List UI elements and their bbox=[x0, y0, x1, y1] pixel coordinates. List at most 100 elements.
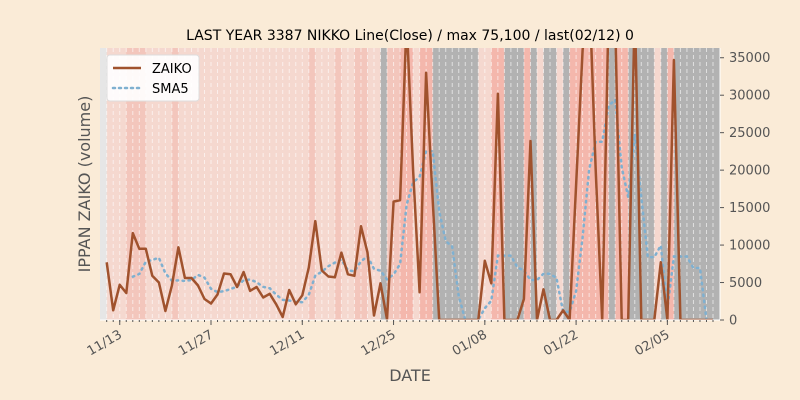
day-band bbox=[269, 48, 277, 320]
y-tick-label: 0 bbox=[729, 314, 737, 329]
day-band bbox=[152, 48, 160, 320]
day-band bbox=[354, 48, 362, 320]
day-band bbox=[686, 48, 694, 320]
day-band bbox=[680, 48, 688, 320]
day-band bbox=[184, 48, 192, 320]
x-tick-label: 11/27 bbox=[176, 327, 216, 359]
day-band bbox=[530, 48, 538, 320]
chart-title: LAST YEAR 3387 NIKKO Line(Close) / max 7… bbox=[186, 28, 634, 44]
day-band bbox=[517, 48, 525, 320]
day-band bbox=[119, 48, 127, 320]
day-band bbox=[510, 48, 518, 320]
day-band bbox=[536, 48, 544, 320]
day-band bbox=[165, 48, 173, 320]
day-band bbox=[315, 48, 323, 320]
y-tick-label: 35000 bbox=[729, 51, 770, 66]
x-tick-label: 02/05 bbox=[632, 327, 672, 359]
day-band bbox=[197, 48, 205, 320]
day-band bbox=[706, 48, 714, 320]
day-band bbox=[569, 48, 577, 320]
day-band bbox=[289, 48, 297, 320]
day-band bbox=[660, 48, 668, 320]
legend-zaiko-label: ZAIKO bbox=[152, 62, 192, 77]
day-band bbox=[243, 48, 251, 320]
day-band bbox=[224, 48, 231, 320]
day-band bbox=[373, 48, 381, 320]
day-band bbox=[484, 48, 492, 320]
x-tick-label: 12/11 bbox=[267, 327, 307, 359]
day-band bbox=[641, 48, 649, 320]
day-band bbox=[589, 48, 596, 320]
day-band bbox=[550, 48, 557, 320]
day-band bbox=[582, 48, 590, 320]
x-axis-label: DATE bbox=[389, 366, 431, 385]
y-tick-label: 10000 bbox=[729, 239, 770, 254]
day-band bbox=[250, 48, 257, 320]
day-band bbox=[347, 48, 355, 320]
day-band bbox=[158, 48, 166, 320]
x-tick-label: 01/22 bbox=[541, 327, 581, 359]
day-band bbox=[400, 48, 407, 320]
day-band bbox=[504, 48, 512, 320]
day-band bbox=[230, 48, 238, 320]
day-band bbox=[471, 48, 479, 320]
day-band bbox=[452, 48, 460, 320]
day-band bbox=[478, 48, 486, 320]
y-tick-label: 5000 bbox=[729, 276, 762, 291]
day-band bbox=[523, 48, 531, 320]
legend-sma5-label: SMA5 bbox=[152, 82, 189, 97]
day-band bbox=[276, 48, 284, 320]
day-band bbox=[413, 48, 420, 320]
day-band bbox=[387, 48, 394, 320]
day-band bbox=[595, 48, 603, 320]
day-band bbox=[191, 48, 199, 320]
day-band bbox=[211, 48, 218, 320]
y-tick-label: 25000 bbox=[729, 126, 770, 141]
day-band bbox=[380, 48, 388, 320]
zaiko-line bbox=[105, 48, 713, 320]
y-tick-label: 15000 bbox=[729, 201, 770, 216]
day-band bbox=[693, 48, 701, 320]
day-band bbox=[341, 48, 349, 320]
day-band bbox=[204, 48, 212, 320]
day-band bbox=[654, 48, 662, 320]
day-band bbox=[360, 48, 368, 320]
day-band bbox=[699, 48, 707, 320]
day-band bbox=[308, 48, 316, 320]
day-band bbox=[328, 48, 336, 320]
day-band bbox=[543, 48, 551, 320]
day-band bbox=[445, 48, 453, 320]
day-band bbox=[139, 48, 147, 320]
day-band bbox=[106, 48, 114, 320]
legend: ZAIKO SMA5 bbox=[106, 54, 200, 102]
day-band bbox=[458, 48, 466, 320]
day-band bbox=[263, 48, 270, 320]
day-band bbox=[126, 48, 134, 320]
day-band bbox=[217, 48, 225, 320]
day-band bbox=[713, 48, 720, 320]
day-band bbox=[367, 48, 375, 320]
day-band bbox=[393, 48, 401, 320]
day-band bbox=[321, 48, 329, 320]
day-band bbox=[295, 48, 303, 320]
day-band bbox=[178, 48, 186, 320]
x-tick-label: 12/25 bbox=[359, 327, 399, 359]
day-band bbox=[145, 48, 153, 320]
x-tick-label: 01/08 bbox=[450, 327, 490, 359]
day-band bbox=[465, 48, 473, 320]
day-band bbox=[576, 48, 583, 320]
day-band bbox=[256, 48, 264, 320]
day-band bbox=[282, 48, 290, 320]
day-band bbox=[426, 48, 433, 320]
day-band bbox=[556, 48, 564, 320]
day-band bbox=[647, 48, 655, 320]
y-tick-label: 30000 bbox=[729, 89, 770, 104]
day-band bbox=[132, 48, 140, 320]
x-tick-label: 11/13 bbox=[85, 327, 125, 359]
series-lines bbox=[105, 48, 715, 320]
day-band bbox=[237, 48, 244, 320]
day-band bbox=[563, 48, 570, 320]
day-band bbox=[406, 48, 414, 320]
day-band bbox=[171, 48, 179, 320]
